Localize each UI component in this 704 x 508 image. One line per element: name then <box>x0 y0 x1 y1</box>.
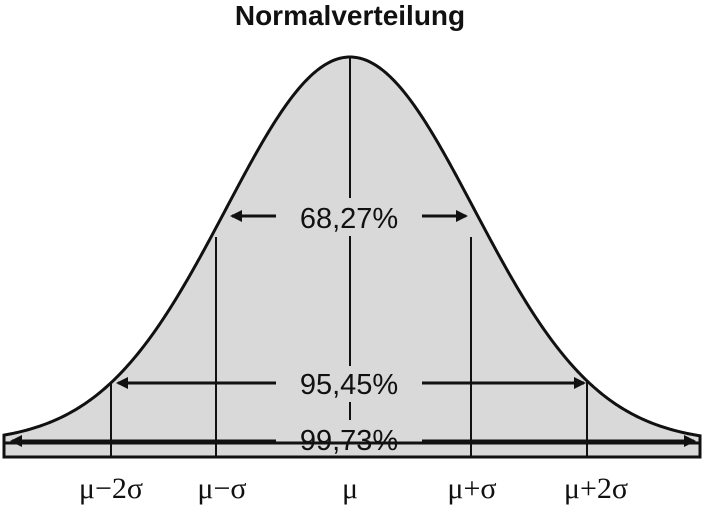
two-sigma-percent: 95,45% <box>300 369 398 401</box>
sigma-lines <box>110 57 588 457</box>
axis-label-plus-2sigma: μ+2σ <box>564 472 628 505</box>
three-sigma-percent: 99,73% <box>300 425 398 457</box>
diagram-title: Normalverteilung <box>235 0 465 31</box>
axis-label-minus-sigma: μ−σ <box>197 472 246 505</box>
axis-label-mean: μ <box>342 472 358 505</box>
one-sigma-percent: 68,27% <box>300 203 398 235</box>
axis-label-plus-sigma: μ+σ <box>447 472 496 505</box>
bell-curve <box>2 55 702 445</box>
axis-labels: μ−2σ μ−σ μ μ+σ μ+2σ <box>79 472 628 505</box>
axis-label-minus-2sigma: μ−2σ <box>79 472 143 505</box>
